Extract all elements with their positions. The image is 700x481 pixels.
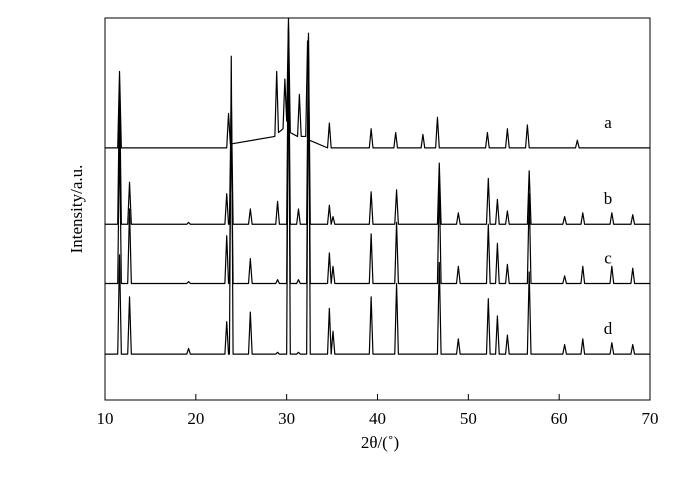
series-label: d bbox=[604, 319, 613, 338]
x-axis-label: 2θ/(˚) bbox=[361, 433, 399, 452]
x-tick-label: 10 bbox=[97, 409, 114, 428]
x-tick-label: 30 bbox=[278, 409, 295, 428]
series-label: b bbox=[604, 189, 613, 208]
x-tick-label: 60 bbox=[551, 409, 568, 428]
x-tick-label: 40 bbox=[369, 409, 386, 428]
xrd-pattern bbox=[105, 36, 650, 285]
xrd-pattern bbox=[105, 25, 650, 355]
series-label: c bbox=[604, 248, 612, 267]
y-axis-label: Intensity/a.u. bbox=[67, 165, 86, 254]
xrd-pattern bbox=[105, 17, 650, 149]
series-label: a bbox=[604, 113, 612, 132]
x-tick-label: 50 bbox=[460, 409, 477, 428]
xrd-pattern bbox=[105, 28, 650, 225]
x-tick-label: 20 bbox=[187, 409, 204, 428]
plot-frame bbox=[104, 17, 651, 401]
x-tick-label: 70 bbox=[642, 409, 659, 428]
